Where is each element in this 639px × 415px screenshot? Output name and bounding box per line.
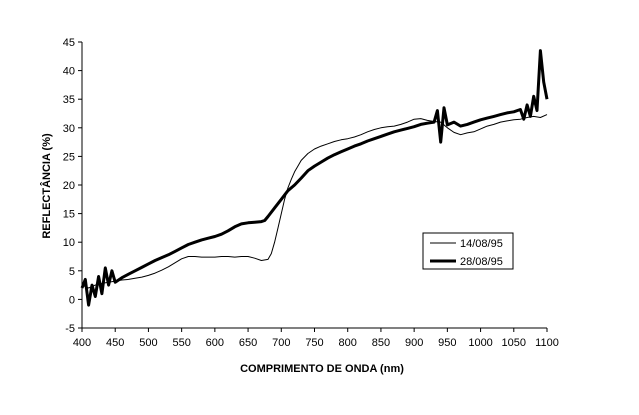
x-axis-title: COMPRIMENTO DE ONDA (nm) xyxy=(240,363,404,375)
series-line-2 xyxy=(80,49,549,307)
plot-area xyxy=(81,42,547,329)
x-tick-label: 450 xyxy=(106,337,124,349)
y-tick-label: 40 xyxy=(63,66,75,78)
x-tick-label: 1100 xyxy=(535,337,559,349)
y-axis: -5 0 5 10 15 20 25 30 35 40 45 xyxy=(63,37,82,335)
x-tick-label: 600 xyxy=(206,337,224,349)
x-tick-label: 950 xyxy=(438,337,456,349)
x-tick-label: 700 xyxy=(272,337,290,349)
x-tick-label: 550 xyxy=(172,337,190,349)
series-lines xyxy=(80,49,549,307)
y-tick-label: 25 xyxy=(63,151,75,163)
series-line-1 xyxy=(81,114,548,289)
x-tick-label: 850 xyxy=(372,337,390,349)
y-tick-label: 20 xyxy=(63,180,75,192)
x-tick-label: 1000 xyxy=(468,337,492,349)
x-tick-label: 800 xyxy=(339,337,357,349)
legend: 14/08/95 28/08/95 xyxy=(422,232,514,270)
x-tick-label: 750 xyxy=(305,337,323,349)
legend-label-series-1: 14/08/95 xyxy=(460,238,503,250)
x-axis: 400 450 500 550 600 650 700 750 800 850 900 950 1000… xyxy=(73,328,559,349)
y-tick-label: 15 xyxy=(63,209,75,221)
x-tick-label: 500 xyxy=(139,337,157,349)
x-tick-label: 1050 xyxy=(502,337,526,349)
y-tick-label: 10 xyxy=(63,237,75,249)
y-tick-label: 30 xyxy=(63,123,75,135)
y-tick-label: 5 xyxy=(69,266,75,278)
y-axis-title: REFLECTÂNCIA (%) xyxy=(40,133,53,239)
legend-box xyxy=(422,232,514,270)
y-tick-label: 35 xyxy=(63,94,75,106)
y-tick-label: 0 xyxy=(69,294,75,306)
x-tick-label: 650 xyxy=(239,337,257,349)
legend-label-series-2: 28/08/95 xyxy=(460,256,503,268)
x-tick-label: 400 xyxy=(73,337,91,349)
x-tick-label: 900 xyxy=(405,337,423,349)
y-tick-label: -5 xyxy=(65,323,75,335)
y-tick-label: 45 xyxy=(63,37,75,49)
